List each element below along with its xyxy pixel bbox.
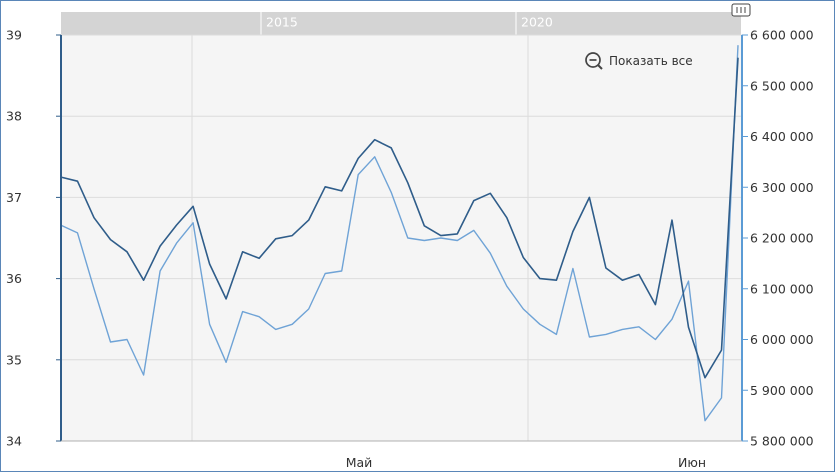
navigator-bar[interactable] <box>61 12 741 35</box>
y-right-tick-label: 6 300 000 <box>750 180 814 195</box>
series-layer <box>60 45 739 422</box>
y-right-tick-label: 6 200 000 <box>750 231 814 246</box>
y-left-tick-label: 38 <box>6 109 22 124</box>
navigator-handle-icon[interactable] <box>731 3 751 17</box>
right-axis-ticks: 5 800 000 5 900 000 6 000 000 6 100 000 6 20… <box>742 28 814 449</box>
y-left-tick-label: 35 <box>6 352 22 367</box>
plot-area <box>61 35 741 441</box>
navigator-label-2020: 2020 <box>521 15 553 30</box>
y-left-tick-label: 39 <box>6 28 22 43</box>
left-axis-ticks: 34 35 36 37 38 39 <box>6 28 61 449</box>
y-left-tick-label: 36 <box>6 271 22 286</box>
navigator-label-2015: 2015 <box>266 15 298 30</box>
series-line-left-axis[interactable] <box>60 57 739 379</box>
y-right-tick-label: 6 100 000 <box>750 281 814 296</box>
series-line-right-axis[interactable] <box>60 45 739 422</box>
x-tick-label-may: Май <box>346 455 373 470</box>
show-all-label: Показать все <box>609 54 693 68</box>
y-left-tick-label: 34 <box>6 434 22 449</box>
y-right-tick-label: 5 900 000 <box>750 383 814 398</box>
y-right-tick-label: 6 500 000 <box>750 78 814 93</box>
zoom-out-icon <box>585 52 603 70</box>
y-right-tick-label: 6 000 000 <box>750 332 814 347</box>
show-all-button[interactable]: Показать все <box>579 47 729 71</box>
y-right-tick-label: 6 400 000 <box>750 129 814 144</box>
x-tick-label-june: Июн <box>678 455 706 470</box>
y-right-tick-label: 5 800 000 <box>750 434 814 449</box>
y-left-tick-label: 37 <box>6 190 22 205</box>
y-right-tick-label: 6 600 000 <box>750 28 814 43</box>
